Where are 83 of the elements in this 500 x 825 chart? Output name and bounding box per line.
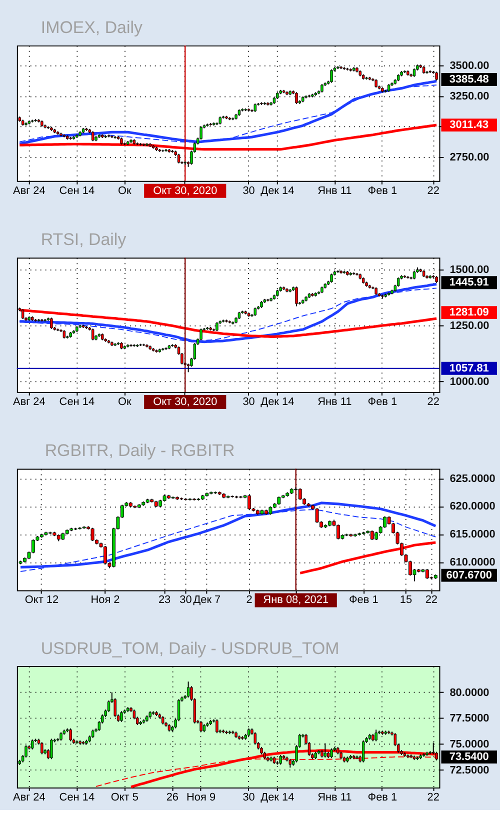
x-tick-label: Ок bbox=[118, 396, 132, 408]
chart-title: RTSI, Daily bbox=[40, 230, 127, 250]
line-series bbox=[18, 308, 438, 338]
x-tick-label: 23 bbox=[158, 594, 171, 606]
line-series bbox=[19, 502, 437, 568]
y-tick-label: 72.5000 bbox=[450, 764, 490, 776]
x-tick-label: 30 bbox=[242, 184, 255, 197]
x-tick-label: Окт 5 bbox=[110, 791, 138, 804]
x-tick-label: 22 bbox=[427, 791, 440, 804]
chart-title: IMOEX, Daily bbox=[40, 18, 143, 37]
x-tick-label: Авг 24 bbox=[13, 184, 46, 197]
x-tick-label: Авг 24 bbox=[13, 791, 46, 804]
y-tick-label: 620.0000 bbox=[450, 500, 496, 513]
text: 3385.48 bbox=[449, 73, 489, 86]
x-tick-label: 2 bbox=[246, 594, 252, 606]
candlestick bbox=[91, 328, 94, 341]
x-tick-label: Фев 1 bbox=[368, 184, 398, 197]
x-tick-label: 30 bbox=[180, 594, 192, 606]
candlestick bbox=[216, 718, 218, 734]
y-tick-label: 1250.00 bbox=[450, 320, 490, 332]
line-series bbox=[18, 124, 438, 151]
x-tick-label: Фев 1 bbox=[368, 791, 398, 804]
y-tick-label: 1000.00 bbox=[450, 376, 490, 388]
candlestick bbox=[374, 729, 378, 742]
x-tick-label: Дек 14 bbox=[260, 184, 294, 197]
x-tick-label: Янв 11 bbox=[318, 396, 352, 408]
x-tick-label: 30 bbox=[242, 791, 255, 804]
x-tick-label: Ноя 2 bbox=[90, 594, 120, 606]
text: 1445.91 bbox=[449, 276, 489, 289]
x-tick-label: Дек 7 bbox=[193, 594, 221, 606]
text: 73.5400 bbox=[449, 750, 489, 763]
x-tick-label: 22 bbox=[427, 396, 440, 408]
x-tick-label: 22 bbox=[425, 594, 438, 606]
y-tick-label: 3500.00 bbox=[450, 60, 490, 72]
x-tick-label: 15 bbox=[400, 594, 412, 606]
y-tick-label: 80.0000 bbox=[450, 686, 490, 699]
y-tick-label: 75.0000 bbox=[450, 738, 490, 751]
x-tick-label: Окт 30, 2020 bbox=[153, 396, 218, 408]
y-tick-label: 3250.00 bbox=[450, 90, 490, 102]
chart-title: USDRUB_TOM, Daily - USDRUB_TOM bbox=[40, 639, 340, 658]
candlestick bbox=[50, 317, 53, 330]
line-series bbox=[298, 541, 437, 574]
y-tick-label: 2750.00 bbox=[450, 151, 490, 164]
y-tick-label: 610.0000 bbox=[450, 556, 496, 569]
x-tick-label: Авг 24 bbox=[13, 396, 46, 408]
x-tick-label: 30 bbox=[242, 396, 255, 408]
x-tick-label: Окт 12 bbox=[24, 594, 59, 606]
x-tick-label: 26 bbox=[166, 791, 178, 804]
y-tick-label: 1500.00 bbox=[450, 264, 490, 276]
x-tick-label: 22 bbox=[427, 184, 440, 197]
x-tick-label: Дек 14 bbox=[260, 791, 294, 804]
x-tick-label: Фев 1 bbox=[368, 396, 398, 408]
candlestick bbox=[295, 286, 298, 307]
x-tick-label: Сен 14 bbox=[59, 184, 95, 197]
x-tick-label: Янв 11 bbox=[318, 791, 352, 804]
x-tick-label: Фев 1 bbox=[348, 594, 378, 606]
x-tick-label: Дек 14 bbox=[260, 396, 294, 408]
y-tick-label: 615.0000 bbox=[450, 528, 496, 541]
x-tick-label: Окт 30, 2020 bbox=[153, 184, 218, 197]
candlestick bbox=[315, 508, 319, 524]
candlestick bbox=[69, 728, 72, 742]
candlestick bbox=[254, 732, 256, 746]
x-tick-label: Сен 14 bbox=[59, 396, 95, 408]
ref-line-label: 1057.81 bbox=[449, 362, 489, 374]
candlestick bbox=[200, 328, 202, 341]
candlestick bbox=[21, 308, 24, 320]
x-tick-label: Сен 14 bbox=[59, 791, 95, 804]
candlestick bbox=[40, 742, 44, 755]
y-tick-label: 77.5000 bbox=[450, 712, 490, 725]
text: 607.6700 bbox=[446, 569, 492, 582]
x-tick-label: Янв 11 bbox=[318, 184, 352, 197]
x-tick-label: Ок bbox=[118, 184, 132, 197]
x-tick-label: Ноя 9 bbox=[186, 791, 216, 804]
candlestick bbox=[362, 740, 365, 763]
candlestick bbox=[91, 130, 94, 142]
y-tick-label: 625.0000 bbox=[450, 472, 496, 485]
candlestick bbox=[396, 276, 400, 288]
x-tick-label: Янв 08, 2021 bbox=[263, 594, 329, 606]
candlestick bbox=[425, 568, 429, 580]
data-label: 1281.09 bbox=[449, 306, 489, 319]
data-label: 3011.43 bbox=[450, 119, 489, 132]
chart-title: RGBITR, Daily - RGBITR bbox=[44, 441, 235, 460]
candlestick bbox=[50, 738, 53, 760]
